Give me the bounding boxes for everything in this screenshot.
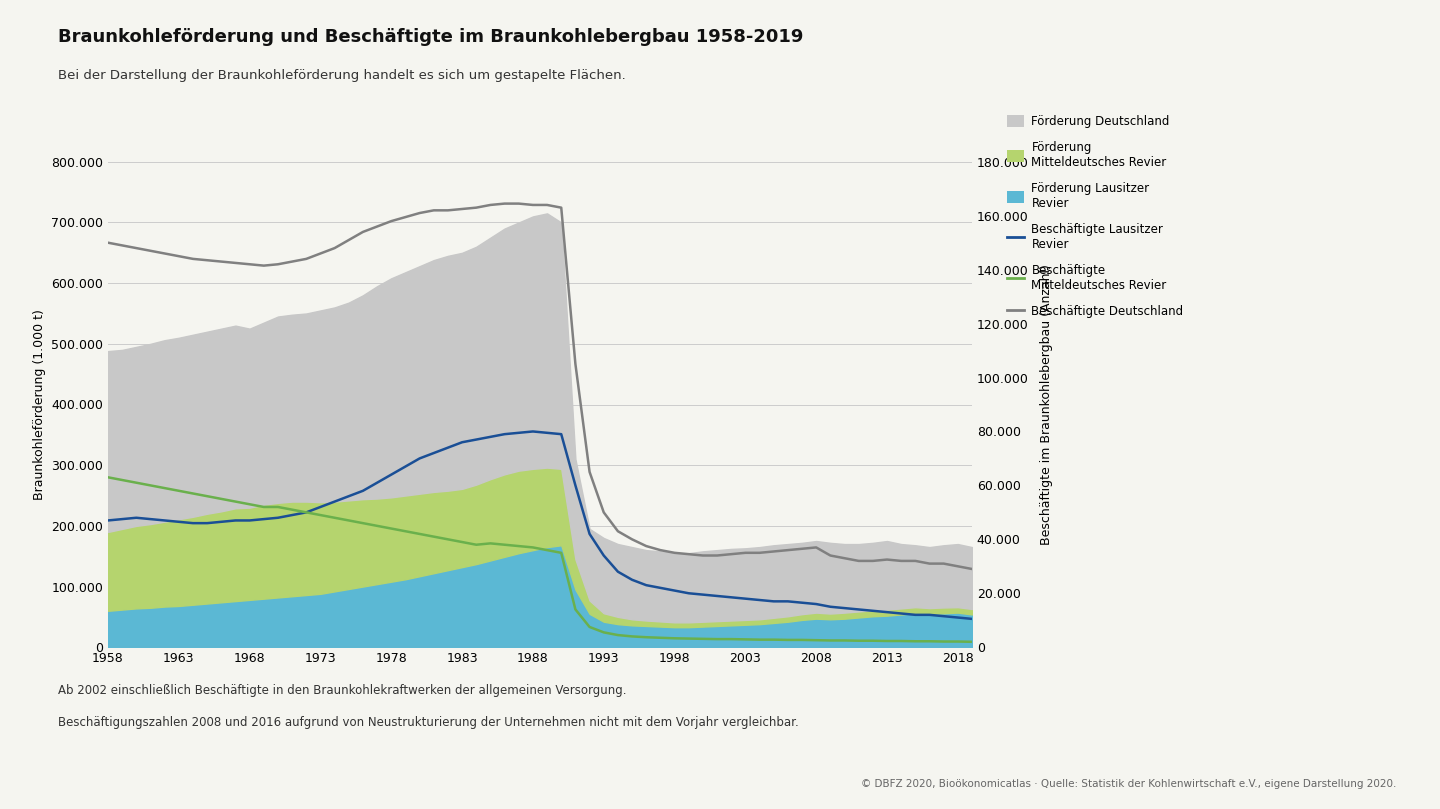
- Text: Ab 2002 einschließlich Beschäftigte in den Braunkohlekraftwerken der allgemeinen: Ab 2002 einschließlich Beschäftigte in d…: [58, 684, 626, 697]
- Text: Braunkohleförderung und Beschäftigte im Braunkohlebergbau 1958-2019: Braunkohleförderung und Beschäftigte im …: [58, 28, 804, 46]
- Text: Beschäftigungszahlen 2008 und 2016 aufgrund von Neustrukturierung der Unternehme: Beschäftigungszahlen 2008 und 2016 aufgr…: [58, 716, 798, 729]
- Y-axis label: Beschäftigte im Braunkohlebergbau (Anzahl): Beschäftigte im Braunkohlebergbau (Anzah…: [1040, 264, 1053, 545]
- Legend: Förderung Deutschland, Förderung
Mitteldeutsches Revier, Förderung Lausitzer
Rev: Förderung Deutschland, Förderung Mitteld…: [1007, 115, 1184, 318]
- Text: © DBFZ 2020, Bioökonomicatlas · Quelle: Statistik der Kohlenwirtschaft e.V., eig: © DBFZ 2020, Bioökonomicatlas · Quelle: …: [861, 779, 1397, 789]
- Text: Bei der Darstellung der Braunkohleförderung handelt es sich um gestapelte Fläche: Bei der Darstellung der Braunkohleförder…: [58, 69, 625, 82]
- Y-axis label: Braunkohleförderung (1.000 t): Braunkohleförderung (1.000 t): [33, 309, 46, 500]
